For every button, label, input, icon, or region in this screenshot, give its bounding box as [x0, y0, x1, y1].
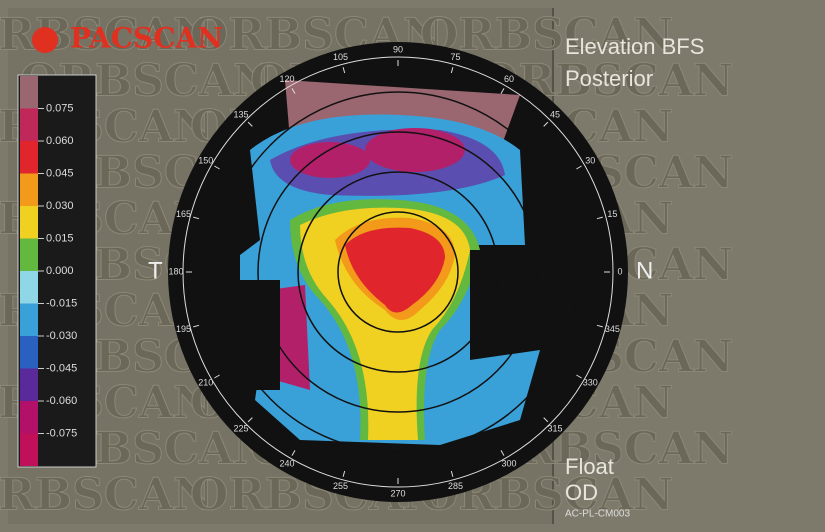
angle-label: 90	[393, 44, 403, 54]
angle-tick	[596, 324, 603, 328]
angle-tick	[291, 88, 296, 94]
elevation-map	[230, 80, 540, 445]
scale-label: 0.060	[46, 135, 74, 147]
logo-icon	[32, 27, 58, 53]
code: AC-PL-CM003	[565, 509, 630, 520]
angle-label: 15	[607, 209, 617, 219]
angle-tick	[342, 470, 346, 477]
angle-label: 165	[176, 209, 191, 219]
scale-label: 0.015	[46, 232, 74, 244]
eye: OD	[565, 480, 598, 505]
color-swatch	[20, 108, 38, 141]
color-swatch	[20, 173, 38, 206]
angle-label: 240	[279, 459, 294, 469]
watermark: ORBSCAN	[0, 470, 213, 521]
angle-tick	[193, 324, 200, 328]
angle-label: 285	[448, 481, 463, 491]
angle-label: 180	[168, 266, 183, 276]
scale-label: 0.045	[46, 167, 74, 179]
color-swatch	[20, 401, 38, 434]
angle-label: 150	[198, 155, 213, 165]
angle-tick	[576, 165, 582, 170]
angle-tick	[543, 417, 549, 423]
angle-label: 345	[605, 324, 620, 334]
angle-label: 60	[504, 74, 514, 84]
watermark: ORBSCAN	[0, 10, 213, 61]
color-swatch	[20, 336, 38, 369]
scale-label: -0.030	[46, 330, 77, 342]
angle-tick	[193, 216, 200, 220]
angle-tick	[214, 165, 220, 170]
map-title: Elevation BFS	[565, 34, 704, 59]
color-swatch	[20, 76, 38, 109]
angle-tick	[247, 417, 253, 423]
t-label: T	[148, 257, 163, 284]
angle-tick	[596, 216, 603, 220]
angle-labels: 0 15 30 45 60 75 90 105 120 135 150 165 180 195 210 225…	[168, 44, 622, 498]
angle-label: 210	[198, 377, 213, 387]
angle-label: 120	[279, 74, 294, 84]
angle-tick	[450, 67, 454, 74]
angle-label: 330	[583, 377, 598, 387]
angle-label: 30	[585, 155, 595, 165]
angle-label: 195	[176, 324, 191, 334]
angle-tick	[291, 450, 296, 456]
logo-text: PACSCAN	[70, 22, 223, 55]
map-region	[365, 128, 465, 172]
angle-label: 255	[333, 481, 348, 491]
color-swatch	[20, 271, 38, 304]
scale-label: 0.000	[46, 265, 74, 277]
angle-tick	[500, 450, 505, 456]
angle-tick	[576, 374, 582, 379]
scale-label: -0.045	[46, 362, 77, 374]
angle-tick	[247, 121, 253, 127]
mode: Float	[565, 454, 614, 479]
color-bar: 0.075 0.060 0.045 0.030 0.015 0.000 -0.015 -0.0…	[20, 76, 77, 466]
scale-label: 0.030	[46, 200, 74, 212]
angle-tick	[450, 470, 454, 477]
color-swatch	[20, 206, 38, 239]
mask	[230, 280, 280, 390]
angle-label: 270	[390, 488, 405, 498]
angle-label: 135	[234, 109, 249, 119]
angle-label: 75	[450, 52, 460, 62]
scale-label: -0.060	[46, 395, 77, 407]
angle-label: 225	[234, 423, 249, 433]
scale-label: -0.015	[46, 297, 77, 309]
n-label: N	[636, 257, 653, 284]
angle-tick	[214, 374, 220, 379]
scale-label: 0.075	[46, 102, 74, 114]
color-swatch	[20, 433, 38, 466]
outer-ring	[182, 56, 614, 488]
color-swatch	[20, 303, 38, 336]
scale-label: -0.075	[46, 427, 77, 439]
angle-tick	[342, 67, 346, 74]
logo: PACSCAN	[32, 22, 223, 55]
watermark: ORBSCAN	[190, 10, 443, 61]
color-swatch	[20, 368, 38, 401]
surface: Posterior	[565, 66, 653, 91]
angle-label: 315	[547, 423, 562, 433]
angle-tick	[500, 88, 505, 94]
color-swatch	[20, 238, 38, 271]
angle-label: 0	[617, 266, 622, 276]
map-region	[290, 142, 370, 178]
angle-label: 45	[550, 109, 560, 119]
angle-tick	[543, 121, 549, 127]
angle-label: 105	[333, 52, 348, 62]
mask	[470, 250, 530, 340]
rings	[217, 91, 579, 453]
angle-label: 300	[501, 459, 516, 469]
map-region	[345, 227, 445, 313]
color-swatch	[20, 141, 38, 174]
